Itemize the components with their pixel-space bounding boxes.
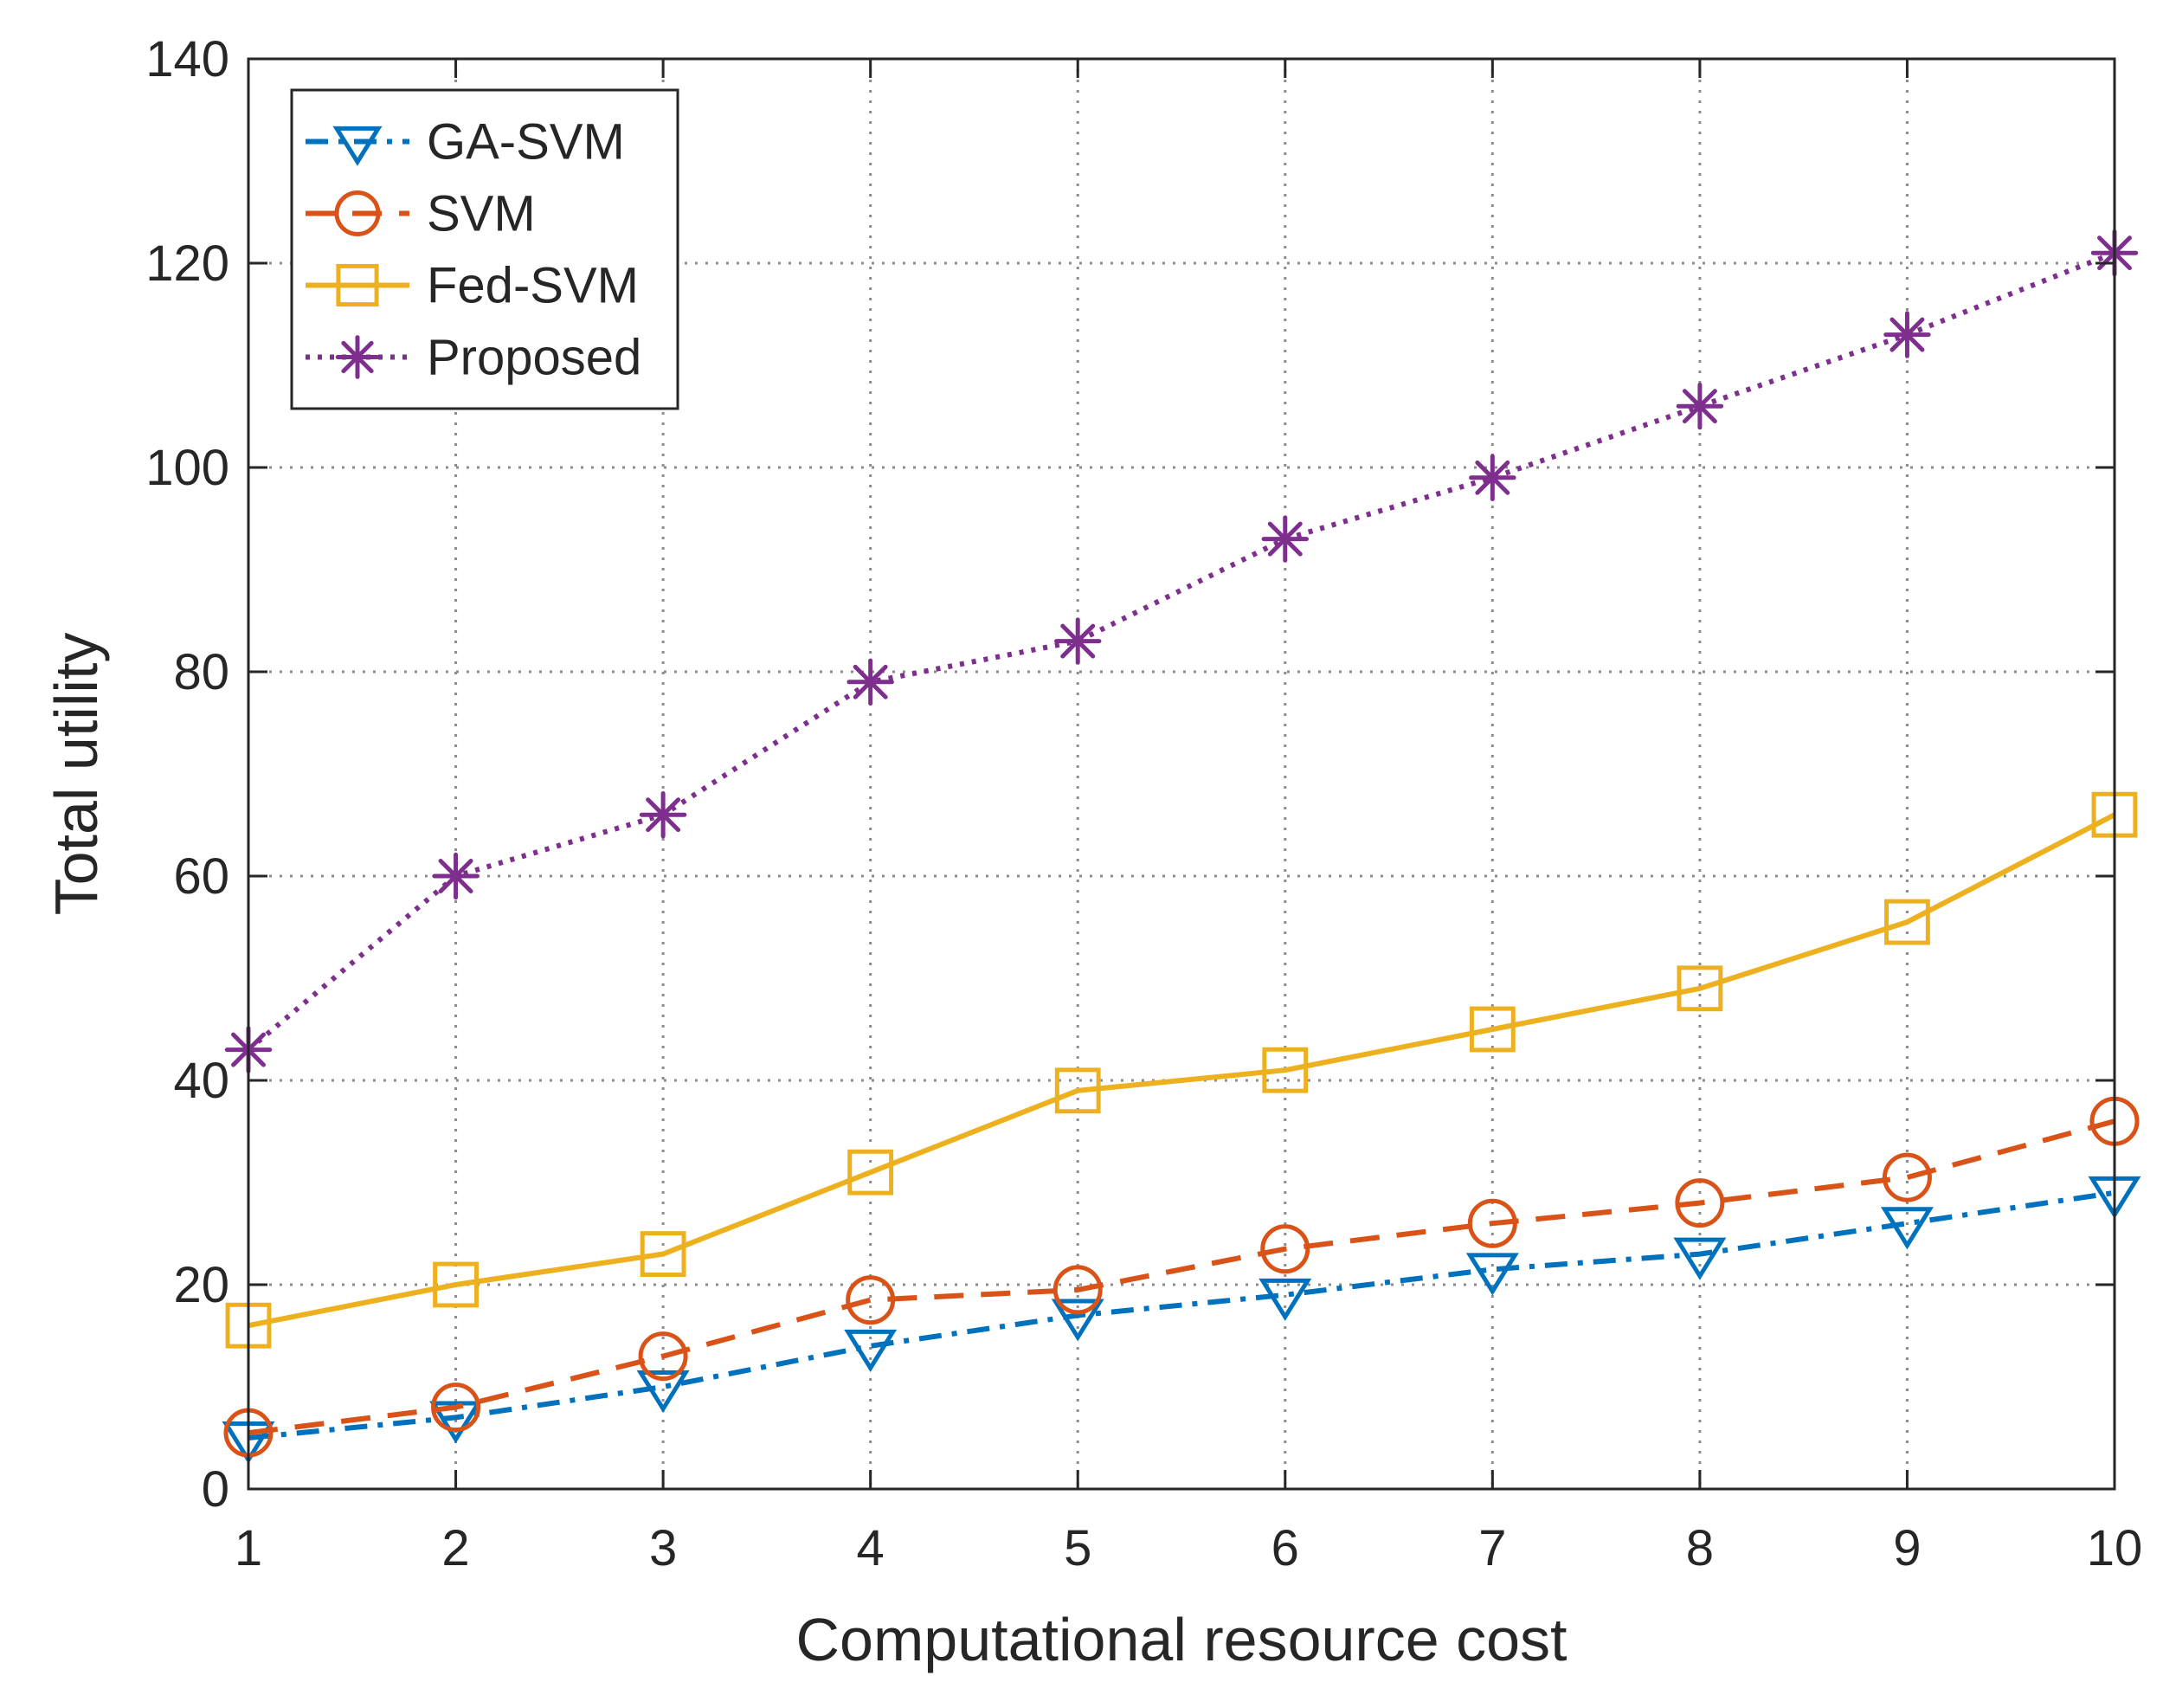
y-tick-label: 60 — [173, 848, 229, 905]
data-point-fed-svm — [1469, 1006, 1516, 1053]
data-point-fed-svm — [433, 1261, 479, 1308]
x-tick-label: 5 — [1064, 1520, 1091, 1576]
series-fed-svm — [225, 791, 2138, 1349]
series-line-proposed — [247, 250, 2116, 1052]
x-tick-label: 4 — [857, 1520, 885, 1576]
y-axis-title: Total utility — [42, 633, 110, 916]
data-point-fed-svm — [1054, 1067, 1101, 1114]
x-tick-label: 9 — [1893, 1520, 1921, 1576]
x-axis-title: Computational resource cost — [796, 1606, 1568, 1673]
legend-item-svm: SVM — [306, 186, 536, 242]
x-tick-label: 8 — [1686, 1520, 1714, 1576]
data-point-ga-svm — [636, 1370, 690, 1414]
legend-item-fed-svm: Fed-SVM — [306, 258, 639, 314]
legend-item-proposed: Proposed — [306, 330, 641, 386]
data-point-fed-svm — [640, 1231, 686, 1278]
data-point-svm — [1675, 1178, 1725, 1228]
data-point-fed-svm — [1677, 965, 1723, 1012]
data-point-svm — [1053, 1265, 1103, 1315]
series-svm — [223, 1096, 2140, 1458]
series-layer — [222, 229, 2141, 1465]
legend-marker-svm — [334, 190, 381, 236]
series-ga-svm — [222, 1176, 2141, 1465]
x-tick-label: 10 — [2087, 1520, 2143, 1576]
data-point-fed-svm — [1884, 899, 1930, 945]
data-point-proposed — [639, 791, 687, 839]
legend-marker-ga-svm — [332, 126, 383, 166]
series-line-fed-svm — [248, 812, 2116, 1329]
data-point-svm — [1260, 1224, 1310, 1274]
data-point-svm — [1467, 1198, 1517, 1248]
data-point-proposed — [432, 852, 480, 900]
axes-frame — [247, 57, 2116, 1491]
data-point-proposed — [1676, 383, 1724, 430]
legend-label-ga-svm: GA-SVM — [427, 114, 625, 171]
legend-marker-proposed — [335, 335, 380, 379]
x-tick-label: 1 — [235, 1520, 262, 1576]
y-tick-label: 100 — [145, 440, 229, 496]
data-point-ga-svm — [1673, 1237, 1727, 1280]
y-tick-label: 40 — [173, 1053, 229, 1109]
data-point-proposed — [1469, 454, 1516, 501]
y-tick-label: 20 — [173, 1257, 229, 1313]
data-point-proposed — [1261, 515, 1309, 563]
data-point-fed-svm — [847, 1149, 894, 1196]
y-tick-label: 120 — [145, 235, 229, 292]
data-point-svm — [638, 1331, 688, 1382]
x-tick-label: 6 — [1271, 1520, 1299, 1576]
data-point-ga-svm — [1259, 1278, 1312, 1321]
data-point-svm — [431, 1383, 481, 1433]
series-line-svm — [248, 1118, 2115, 1436]
x-tick-label: 3 — [649, 1520, 677, 1576]
legend: GA-SVM SVM Fed-SVM Proposed — [290, 88, 679, 410]
legend-item-ga-svm: GA-SVM — [306, 114, 625, 171]
data-point-ga-svm — [1051, 1299, 1104, 1342]
y-tick-label: 80 — [173, 644, 229, 700]
y-tick-label: 0 — [202, 1461, 229, 1518]
data-point-svm — [846, 1275, 896, 1325]
series-line-ga-svm — [248, 1189, 2115, 1441]
legend-marker-fed-svm — [336, 263, 379, 307]
data-point-svm — [1882, 1152, 1932, 1202]
legend-label-svm: SVM — [427, 186, 536, 242]
data-point-ga-svm — [429, 1401, 483, 1444]
data-point-fed-svm — [1262, 1047, 1309, 1093]
data-point-proposed — [1883, 311, 1931, 358]
x-tick-label: 7 — [1478, 1520, 1506, 1576]
data-point-proposed — [1054, 617, 1102, 665]
y-tick-label: 140 — [145, 31, 229, 87]
x-tick-label: 2 — [441, 1520, 469, 1576]
data-point-ga-svm — [1880, 1207, 1934, 1250]
legend-label-proposed: Proposed — [427, 330, 641, 386]
data-point-ga-svm — [1465, 1253, 1519, 1296]
data-point-proposed — [847, 658, 894, 706]
data-point-ga-svm — [844, 1329, 898, 1372]
legend-label-fed-svm: Fed-SVM — [427, 258, 639, 314]
